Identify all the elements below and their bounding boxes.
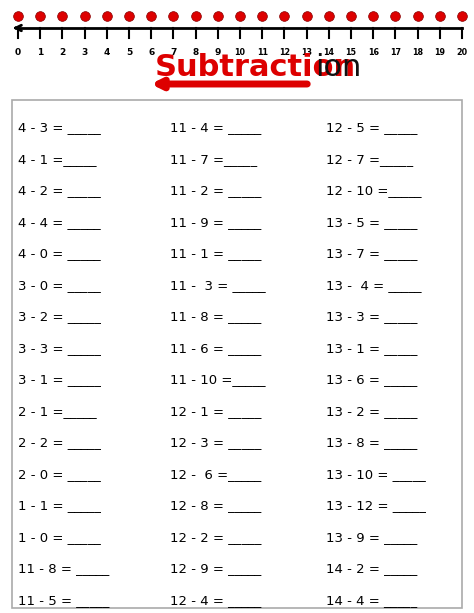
Text: 10: 10 xyxy=(235,48,246,57)
Text: 6: 6 xyxy=(148,48,155,57)
Text: 14: 14 xyxy=(323,48,334,57)
Text: 12 - 9 = _____: 12 - 9 = _____ xyxy=(170,563,261,576)
Text: 11 - 1 = _____: 11 - 1 = _____ xyxy=(170,248,261,261)
Text: 3 - 0 = _____: 3 - 0 = _____ xyxy=(18,279,101,292)
Text: 16: 16 xyxy=(368,48,379,57)
Text: 3 - 2 = _____: 3 - 2 = _____ xyxy=(18,311,101,324)
Text: 19: 19 xyxy=(434,48,445,57)
Text: 13 - 2 = _____: 13 - 2 = _____ xyxy=(326,405,418,418)
Text: 11 - 7 =_____: 11 - 7 =_____ xyxy=(170,153,257,166)
Text: 13 -  4 = _____: 13 - 4 = _____ xyxy=(326,279,421,292)
Text: 11 - 10 =_____: 11 - 10 =_____ xyxy=(170,373,265,387)
Text: 2 - 2 = _____: 2 - 2 = _____ xyxy=(18,436,101,449)
Text: 12 - 10 =_____: 12 - 10 =_____ xyxy=(326,185,421,197)
Text: 15: 15 xyxy=(346,48,356,57)
Text: 11 - 9 = _____: 11 - 9 = _____ xyxy=(170,216,261,229)
Text: 11 - 6 = _____: 11 - 6 = _____ xyxy=(170,342,261,355)
Text: 17: 17 xyxy=(390,48,401,57)
Text: 11 - 8 = _____: 11 - 8 = _____ xyxy=(170,311,261,324)
Text: 12 - 8 = _____: 12 - 8 = _____ xyxy=(170,500,261,512)
Text: 3: 3 xyxy=(82,48,88,57)
Text: 13 - 9 = _____: 13 - 9 = _____ xyxy=(326,531,417,544)
Text: 12 - 1 = _____: 12 - 1 = _____ xyxy=(170,405,261,418)
Text: 12 - 3 = _____: 12 - 3 = _____ xyxy=(170,436,261,449)
Text: 4 - 1 =_____: 4 - 1 =_____ xyxy=(18,153,97,166)
Text: 12 -  6 =_____: 12 - 6 =_____ xyxy=(170,468,261,481)
Bar xyxy=(12,100,462,608)
Text: 20: 20 xyxy=(456,48,467,57)
Text: 13 - 6 = _____: 13 - 6 = _____ xyxy=(326,373,417,387)
Text: 4: 4 xyxy=(104,48,110,57)
Text: 3 - 1 = _____: 3 - 1 = _____ xyxy=(18,373,101,387)
Text: 3 - 3 = _____: 3 - 3 = _____ xyxy=(18,342,101,355)
Text: 0: 0 xyxy=(15,48,21,57)
Text: 2: 2 xyxy=(59,48,65,57)
Text: 12 - 5 = _____: 12 - 5 = _____ xyxy=(326,121,418,134)
Text: 11 - 5 = _____: 11 - 5 = _____ xyxy=(18,594,109,607)
Text: 8: 8 xyxy=(192,48,199,57)
Text: Subtraction: Subtraction xyxy=(155,53,356,83)
Text: 18: 18 xyxy=(412,48,423,57)
Text: 12 - 4 = _____: 12 - 4 = _____ xyxy=(170,594,261,607)
Text: 2 - 1 =_____: 2 - 1 =_____ xyxy=(18,405,97,418)
Text: 11 - 2 = _____: 11 - 2 = _____ xyxy=(170,185,261,197)
Text: 4 - 3 = _____: 4 - 3 = _____ xyxy=(18,121,101,134)
Text: 1 - 1 = _____: 1 - 1 = _____ xyxy=(18,500,101,512)
Text: 11 - 8 = _____: 11 - 8 = _____ xyxy=(18,563,109,576)
Text: 4 - 2 = _____: 4 - 2 = _____ xyxy=(18,185,101,197)
Text: 9: 9 xyxy=(215,48,221,57)
Text: 11 - 4 = _____: 11 - 4 = _____ xyxy=(170,121,261,134)
Text: 13 - 1 = _____: 13 - 1 = _____ xyxy=(326,342,418,355)
Text: 11: 11 xyxy=(257,48,268,57)
Text: 13 - 12 = _____: 13 - 12 = _____ xyxy=(326,500,426,512)
Text: 13 - 3 = _____: 13 - 3 = _____ xyxy=(326,311,418,324)
Text: 14 - 2 = _____: 14 - 2 = _____ xyxy=(326,563,417,576)
Text: 4 - 0 = _____: 4 - 0 = _____ xyxy=(18,248,100,261)
Text: 7: 7 xyxy=(170,48,177,57)
Text: 4 - 4 = _____: 4 - 4 = _____ xyxy=(18,216,100,229)
Text: 12 - 7 =_____: 12 - 7 =_____ xyxy=(326,153,413,166)
Text: 13 - 8 = _____: 13 - 8 = _____ xyxy=(326,436,417,449)
Text: 2 - 0 = _____: 2 - 0 = _____ xyxy=(18,468,101,481)
Text: 1: 1 xyxy=(37,48,43,57)
Text: 14 - 4 = _____: 14 - 4 = _____ xyxy=(326,594,417,607)
Text: 11 -  3 = _____: 11 - 3 = _____ xyxy=(170,279,265,292)
Text: 13 - 5 = _____: 13 - 5 = _____ xyxy=(326,216,418,229)
Text: 12 - 2 = _____: 12 - 2 = _____ xyxy=(170,531,261,544)
Text: 5: 5 xyxy=(126,48,132,57)
Text: 1 - 0 = _____: 1 - 0 = _____ xyxy=(18,531,101,544)
Text: ion: ion xyxy=(315,53,361,83)
Text: 13: 13 xyxy=(301,48,312,57)
Text: 13 - 7 = _____: 13 - 7 = _____ xyxy=(326,248,418,261)
Text: 12: 12 xyxy=(279,48,290,57)
Text: 13 - 10 = _____: 13 - 10 = _____ xyxy=(326,468,426,481)
